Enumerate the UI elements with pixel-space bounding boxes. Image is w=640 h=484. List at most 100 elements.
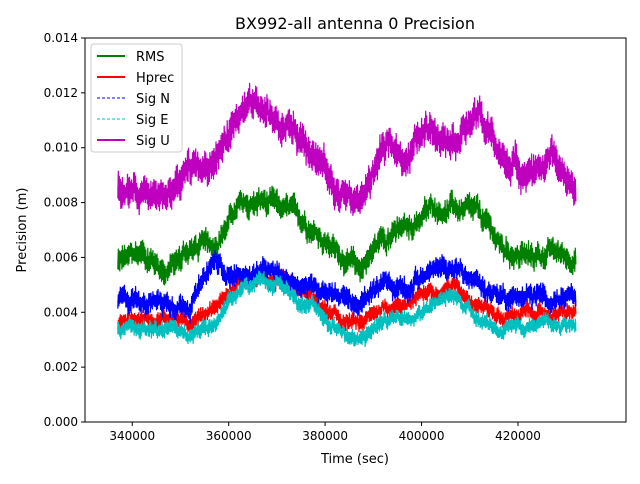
x-tick-label: 400000 <box>399 429 445 443</box>
data-point <box>213 306 215 308</box>
data-point <box>382 147 384 149</box>
x-tick-label: 420000 <box>495 429 541 443</box>
data-point <box>334 325 336 327</box>
data-point <box>478 284 481 286</box>
axes-frame <box>84 37 627 423</box>
y-axis: 0.000 0.002 0.004 0.006 0.008 0.010 0.012 0.014 <box>44 31 85 429</box>
chart-title: BX992-all antenna 0 Precision <box>235 14 475 33</box>
y-tick-label: 0.000 <box>44 415 78 429</box>
data-point <box>285 125 288 127</box>
data-point <box>165 270 167 272</box>
data-point <box>527 311 529 313</box>
data-point <box>575 256 577 259</box>
data-point <box>430 303 432 305</box>
data-point <box>237 284 239 286</box>
data-point <box>406 314 408 316</box>
data-point <box>478 317 481 319</box>
data-point <box>117 262 119 264</box>
data-point <box>454 133 456 135</box>
data-point <box>551 251 553 253</box>
legend-label: Sig U <box>136 134 170 149</box>
data-point <box>237 207 239 209</box>
data-point <box>213 243 215 245</box>
series-sig-e <box>117 270 577 348</box>
data-point <box>165 300 167 302</box>
x-tick-label: 380000 <box>302 429 348 443</box>
data-point <box>478 303 481 305</box>
data-point <box>213 262 215 264</box>
data-point <box>141 251 143 253</box>
data-point <box>117 330 119 333</box>
data-point <box>237 114 239 116</box>
data-point <box>502 330 505 333</box>
data-point <box>141 196 143 198</box>
data-point <box>358 270 360 272</box>
data-point <box>575 300 577 302</box>
series-sig-n <box>117 249 577 325</box>
data-point <box>502 317 505 319</box>
data-point <box>575 311 577 313</box>
data-point <box>189 248 191 250</box>
data-point <box>117 188 119 190</box>
y-tick-label: 0.004 <box>44 305 78 319</box>
data-point <box>141 297 143 300</box>
series-line <box>117 185 577 286</box>
legend-label: Sig E <box>136 113 168 128</box>
y-tick-label: 0.008 <box>44 196 78 210</box>
data-point <box>358 341 360 344</box>
data-point <box>406 303 408 305</box>
data-point <box>358 201 360 204</box>
data-point <box>165 196 167 198</box>
data-point <box>430 289 432 291</box>
y-tick-label: 0.006 <box>44 250 78 264</box>
y-tick-label: 0.012 <box>44 86 78 100</box>
x-axis-label: Time (sec) <box>320 452 389 467</box>
series-line <box>117 270 577 348</box>
data-point <box>285 289 288 291</box>
data-point <box>382 234 384 237</box>
data-point <box>334 248 336 250</box>
data-point <box>261 270 264 272</box>
data-point <box>358 325 360 327</box>
x-tick-label: 340000 <box>109 429 155 443</box>
data-point <box>406 229 408 231</box>
data-point <box>334 289 336 291</box>
data-point <box>454 207 456 209</box>
data-point <box>141 317 143 319</box>
series-line <box>117 82 577 216</box>
legend-label: Sig N <box>136 92 170 107</box>
data-point <box>141 322 143 324</box>
y-axis-label: Precision (m) <box>15 188 30 273</box>
data-point <box>165 317 167 319</box>
data-point <box>454 267 456 269</box>
data-point <box>310 223 312 226</box>
data-point <box>310 141 312 143</box>
series-line <box>117 249 577 325</box>
data-point <box>189 333 191 335</box>
legend-label: Hprec <box>136 71 174 86</box>
data-point <box>382 306 384 308</box>
data-point <box>527 295 529 297</box>
data-point <box>382 319 384 322</box>
data-point <box>213 160 215 163</box>
data-point <box>189 169 191 171</box>
data-point <box>334 317 336 319</box>
data-point <box>502 248 505 250</box>
data-point <box>285 210 288 212</box>
y-tick-label: 0.014 <box>44 31 78 45</box>
data-point <box>237 276 239 278</box>
data-point <box>502 160 505 163</box>
data-point <box>575 322 577 324</box>
data-point <box>285 278 288 280</box>
y-tick-label: 0.010 <box>44 141 78 155</box>
series-rms <box>117 185 577 286</box>
data-point <box>334 188 336 190</box>
data-point <box>430 125 432 127</box>
data-point <box>237 292 239 294</box>
data-point <box>551 314 553 316</box>
data-point <box>382 284 384 286</box>
data-point <box>502 295 505 297</box>
legend: RMS Hprec Sig N Sig E Sig U <box>90 43 183 153</box>
